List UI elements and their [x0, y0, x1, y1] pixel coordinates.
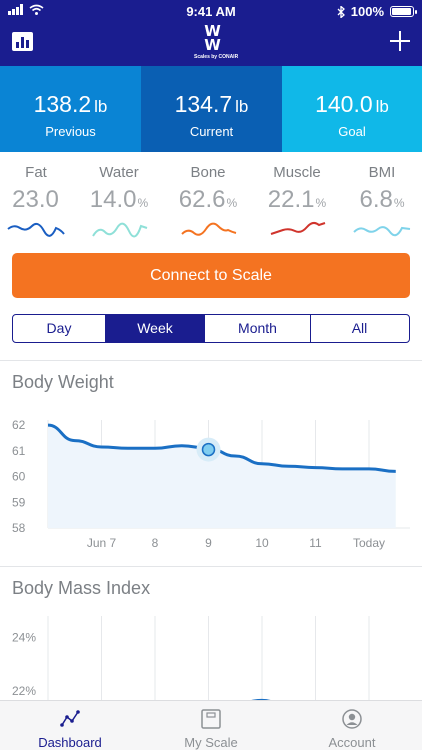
status-bar: 9:41 AM 100%	[0, 0, 422, 22]
metric-water[interactable]: Water 14.0%	[84, 152, 154, 238]
account-icon	[342, 709, 362, 729]
x-tick-label: 10	[255, 536, 269, 550]
y-tick-label: 58	[12, 521, 26, 535]
x-tick-label: Today	[353, 536, 385, 550]
metric-name: Fat	[25, 164, 47, 181]
metric-name: BMI	[368, 164, 396, 181]
nav-my-scale[interactable]: My Scale	[141, 701, 281, 750]
sparkline	[181, 222, 237, 236]
body-weight-title: Body Weight	[12, 372, 114, 392]
metric-bmi[interactable]: BMI 6.8%	[347, 152, 417, 238]
section-divider	[0, 566, 422, 567]
weight-label: Goal	[338, 124, 366, 139]
tab-week[interactable]: Week	[106, 315, 205, 342]
nav-label: Account	[328, 735, 376, 750]
scale-icon	[201, 709, 221, 729]
tab-day[interactable]: Day	[13, 315, 106, 342]
metric-muscle[interactable]: Muscle 22.1%	[262, 152, 332, 238]
period-tabs: Day Week Month All	[12, 314, 410, 343]
status-time: 9:41 AM	[186, 4, 236, 19]
body-weight-chart[interactable]: 62 61 60 59 58 Jun 7 8 9 10 11 Today	[0, 400, 422, 560]
sparkline	[270, 221, 326, 235]
weight-value: 138.2 lb	[33, 91, 108, 117]
sparkline	[353, 226, 411, 237]
nav-label: My Scale	[184, 735, 238, 750]
metric-name: Bone	[190, 164, 226, 181]
weight-label: Previous	[45, 124, 96, 139]
goal-weight-box[interactable]: 140.0 lb Goal	[282, 66, 422, 152]
x-tick-label: 9	[205, 536, 212, 550]
logo-subtext: Scales by CONAIR	[194, 54, 239, 60]
y-tick-label: 61	[12, 444, 26, 458]
tab-month[interactable]: Month	[205, 315, 311, 342]
x-tick-label: Jun 7	[87, 536, 117, 550]
metric-name: Water	[99, 164, 139, 181]
y-tick-label: 62	[12, 418, 26, 432]
weight-value: 134.7 lb	[174, 91, 249, 117]
status-left	[8, 4, 44, 15]
metric-bone[interactable]: Bone 62.6%	[173, 152, 243, 238]
y-tick-label: 24%	[12, 630, 36, 644]
nav-account[interactable]: Account	[282, 701, 422, 750]
metric-name: Muscle	[273, 164, 321, 181]
stats-button[interactable]	[12, 32, 33, 51]
signal-icon	[8, 4, 23, 15]
y-tick-label: 22%	[12, 684, 36, 698]
metric-value: 23.0	[12, 186, 59, 213]
series-line	[47, 423, 396, 473]
status-right: 100%	[337, 4, 417, 19]
dashboard-icon	[60, 710, 80, 727]
metric-value: 6.8%	[359, 186, 405, 213]
x-tick-label: 11	[309, 536, 322, 550]
connect-to-scale-button[interactable]: Connect to Scale	[12, 253, 410, 298]
tab-all[interactable]: All	[351, 320, 368, 336]
metric-value: 14.0%	[89, 186, 149, 213]
weight-summary: 138.2 lb Previous 134.7 lb Current 140.0 lb…	[0, 66, 422, 152]
metric-value: 22.1%	[267, 186, 327, 213]
area-fill	[48, 425, 396, 528]
body-metrics: Fat 23.0 Water 14.0% Bone 62.6% Muscle 2…	[0, 152, 422, 250]
bmi-chart[interactable]: 24%22%20%	[0, 606, 422, 700]
section-divider	[0, 360, 422, 361]
bmi-title: Body Mass Index	[12, 578, 151, 598]
x-tick-label: 8	[152, 536, 159, 550]
sparkline	[7, 222, 65, 237]
y-tick-label: 59	[12, 495, 26, 509]
weight-value: 140.0 lb	[315, 91, 389, 117]
nav-dashboard[interactable]: Dashboard	[0, 701, 140, 750]
battery-icon	[390, 6, 417, 17]
bottom-nav: Dashboard My Scale Account	[0, 700, 422, 750]
metric-value: 62.6%	[178, 186, 238, 213]
wifi-icon	[29, 4, 44, 15]
highlight-point	[201, 442, 216, 457]
battery-percent: 100%	[350, 4, 384, 19]
current-weight-box[interactable]: 134.7 lb Current	[141, 66, 282, 152]
previous-weight-box[interactable]: 138.2 lb Previous	[0, 66, 141, 152]
bluetooth-icon	[337, 5, 345, 18]
metric-fat[interactable]: Fat 23.0	[1, 152, 71, 238]
weight-label: Current	[189, 124, 234, 139]
y-tick-label: 60	[12, 470, 26, 484]
nav-label: Dashboard	[38, 735, 102, 750]
sparkline	[92, 222, 148, 238]
add-button[interactable]	[390, 31, 410, 51]
